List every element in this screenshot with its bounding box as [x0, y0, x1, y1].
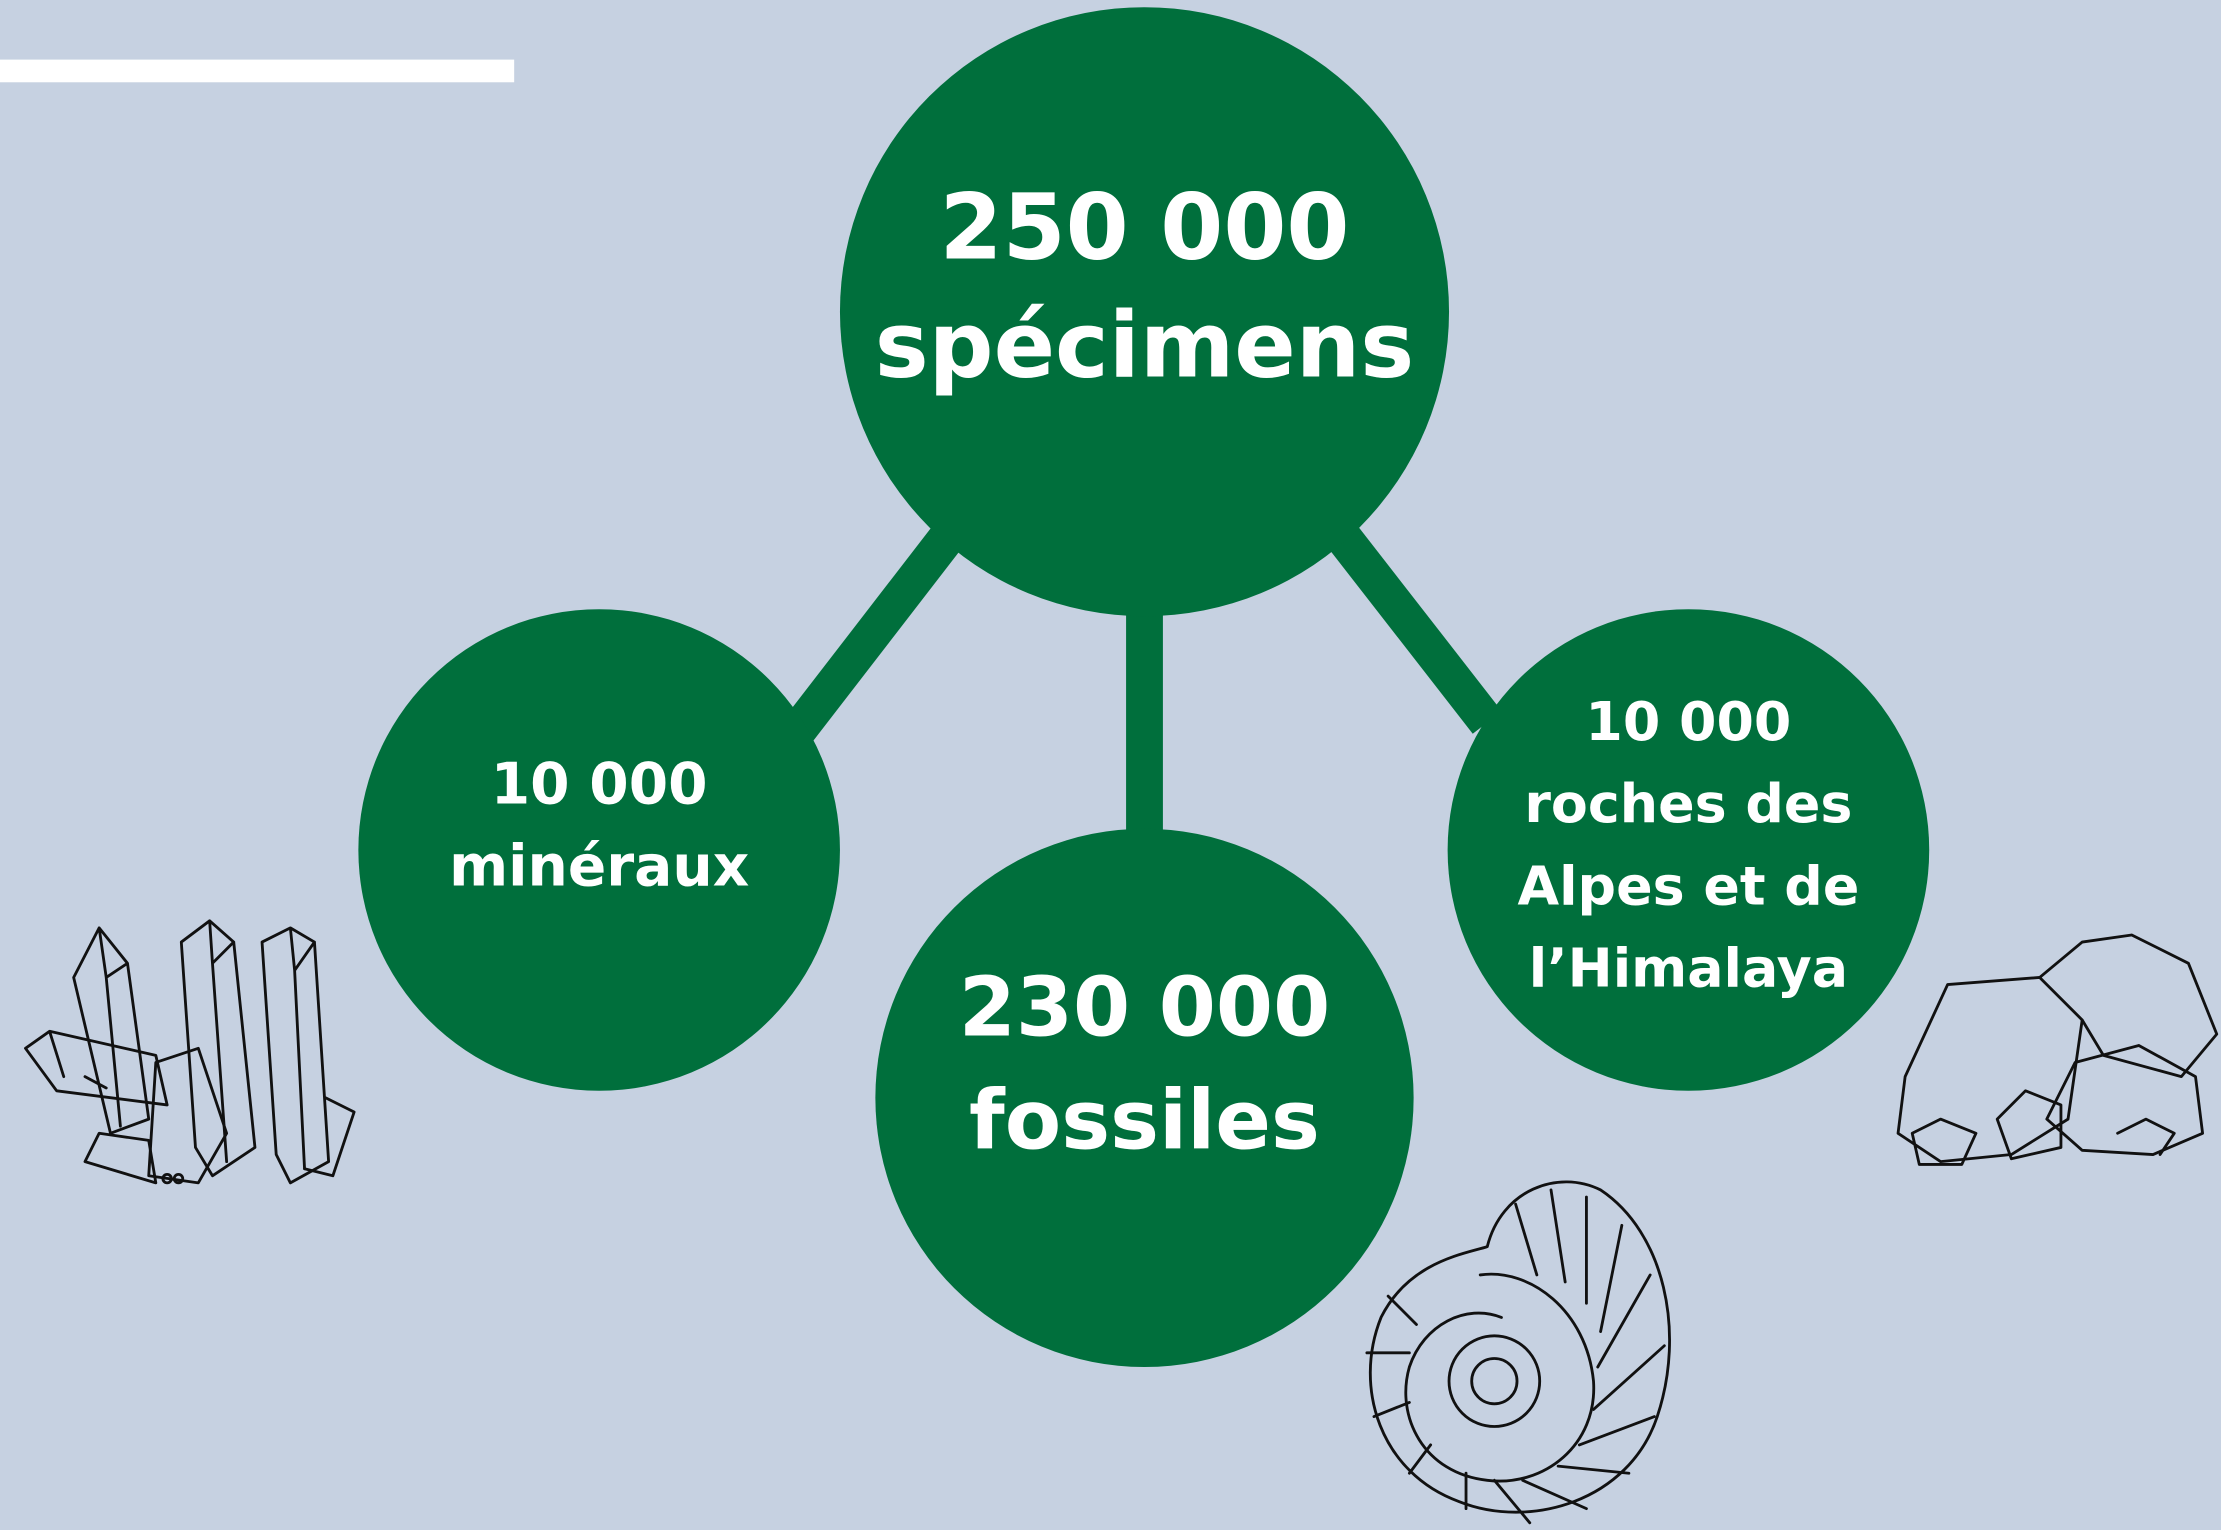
node	[1447, 609, 1930, 1091]
node	[875, 828, 1414, 1367]
header-bar	[0, 59, 515, 83]
main-node	[839, 7, 1450, 617]
rocks-icon	[1896, 933, 2219, 1166]
node-text: l’Himalaya	[1529, 936, 1848, 999]
node-text: spécimens	[875, 293, 1415, 398]
node-text: fossiles	[969, 1074, 1320, 1169]
node-text: Alpes et de	[1517, 854, 1859, 917]
connector	[778, 527, 961, 748]
node-text: 10 000	[1585, 690, 1791, 753]
node-text: 10 000	[491, 751, 708, 817]
ammonite-icon	[1365, 1180, 1671, 1525]
node-text: minéraux	[449, 833, 749, 899]
node-text: 250 000	[940, 176, 1350, 281]
node-text: 230 000	[959, 960, 1331, 1055]
node	[358, 609, 840, 1091]
connectors	[778, 519, 1502, 836]
connector	[1324, 519, 1502, 734]
crystals-icon	[24, 919, 356, 1185]
node-text: roches des	[1524, 772, 1852, 835]
